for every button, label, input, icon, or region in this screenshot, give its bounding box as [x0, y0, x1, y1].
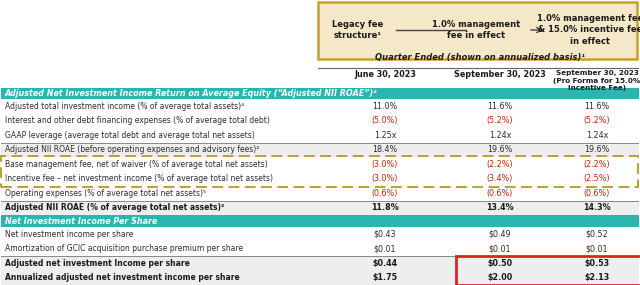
- Bar: [318, 2, 637, 59]
- Text: Interest and other debt financing expenses (% of average total debt): Interest and other debt financing expens…: [5, 116, 270, 125]
- Text: 19.6%: 19.6%: [487, 145, 513, 154]
- Text: (5.2%): (5.2%): [486, 116, 513, 125]
- Text: (5.2%): (5.2%): [584, 116, 611, 125]
- Bar: [1, 216, 639, 227]
- Text: 11.8%: 11.8%: [371, 203, 399, 212]
- Text: (2.5%): (2.5%): [584, 174, 611, 183]
- Text: 11.6%: 11.6%: [488, 102, 513, 111]
- Text: $0.49: $0.49: [489, 230, 511, 239]
- Text: 1.0% management
fee in effect: 1.0% management fee in effect: [432, 20, 520, 40]
- Text: 11.0%: 11.0%: [372, 102, 397, 111]
- Text: $2.00: $2.00: [488, 273, 513, 282]
- Bar: [1, 88, 639, 99]
- Text: $0.44: $0.44: [372, 259, 397, 268]
- Text: $0.53: $0.53: [584, 259, 609, 268]
- Text: Base management fee, net of waiver (% of average total net assets): Base management fee, net of waiver (% of…: [5, 160, 268, 169]
- Text: (0.6%): (0.6%): [487, 189, 513, 198]
- Text: $0.01: $0.01: [489, 244, 511, 253]
- Text: $2.13: $2.13: [584, 273, 610, 282]
- Text: Legacy fee
structure¹: Legacy fee structure¹: [332, 20, 383, 40]
- Text: $0.01: $0.01: [374, 244, 396, 253]
- Text: 1.0% management fee
& 15.0% incentive fee
in effect: 1.0% management fee & 15.0% incentive fe…: [537, 15, 640, 46]
- Text: (3.4%): (3.4%): [487, 174, 513, 183]
- Bar: [1, 270, 639, 285]
- Text: GAAP leverage (average total debt and average total net assets): GAAP leverage (average total debt and av…: [5, 131, 255, 140]
- Text: Adjusted NII ROAE (before operating expenses and advisory fees)²: Adjusted NII ROAE (before operating expe…: [5, 145, 259, 154]
- Text: 1.25x: 1.25x: [374, 131, 396, 140]
- Bar: [456, 256, 640, 285]
- Bar: [1, 142, 639, 157]
- Text: 11.6%: 11.6%: [584, 102, 610, 111]
- Text: $0.50: $0.50: [488, 259, 513, 268]
- Text: Quarter Ended (shown on annualized basis)¹: Quarter Ended (shown on annualized basis…: [375, 53, 585, 62]
- Text: 1.24x: 1.24x: [489, 131, 511, 140]
- Text: $0.52: $0.52: [586, 230, 609, 239]
- Text: (0.6%): (0.6%): [372, 189, 398, 198]
- Text: 13.4%: 13.4%: [486, 203, 514, 212]
- Text: $0.43: $0.43: [374, 230, 396, 239]
- Text: (5.0%): (5.0%): [372, 116, 398, 125]
- Text: Annualized adjusted net investment income per share: Annualized adjusted net investment incom…: [5, 273, 240, 282]
- Text: (2.2%): (2.2%): [486, 160, 513, 169]
- Text: Incentive fee – net investment income (% of average total net assets): Incentive fee – net investment income (%…: [5, 174, 273, 183]
- Text: June 30, 2023: June 30, 2023: [354, 70, 416, 79]
- Text: (2.2%): (2.2%): [584, 160, 611, 169]
- Text: Adjusted NII ROAE (% of average total net assets)²: Adjusted NII ROAE (% of average total ne…: [5, 203, 225, 212]
- Text: Net investment income per share: Net investment income per share: [5, 230, 133, 239]
- Bar: [1, 201, 639, 215]
- Bar: [1, 156, 638, 187]
- Text: Operating expenses (% of average total net assets)⁵: Operating expenses (% of average total n…: [5, 189, 206, 198]
- Text: September 30, 2023: September 30, 2023: [454, 70, 546, 79]
- Text: (3.0%): (3.0%): [372, 174, 398, 183]
- Text: (3.0%): (3.0%): [372, 160, 398, 169]
- Text: $0.01: $0.01: [586, 244, 608, 253]
- Text: Amortization of GCIC acquisition purchase premium per share: Amortization of GCIC acquisition purchas…: [5, 244, 243, 253]
- Text: Adjusted Net Investment Income Return on Average Equity (“Adjusted NII ROAE”)²: Adjusted Net Investment Income Return on…: [5, 89, 378, 98]
- Text: September 30, 2023
(Pro Forma for 15.0%
Incentive Fee): September 30, 2023 (Pro Forma for 15.0% …: [554, 70, 640, 91]
- Text: 19.6%: 19.6%: [584, 145, 610, 154]
- Text: Adjusted net investment Income per share: Adjusted net investment Income per share: [5, 259, 190, 268]
- Bar: [1, 256, 639, 270]
- Text: Net Investment Income Per Share: Net Investment Income Per Share: [5, 217, 157, 226]
- Text: 1.24x: 1.24x: [586, 131, 608, 140]
- Text: 14.3%: 14.3%: [583, 203, 611, 212]
- Text: $1.75: $1.75: [372, 273, 397, 282]
- Text: (0.6%): (0.6%): [584, 189, 610, 198]
- Text: 18.4%: 18.4%: [372, 145, 397, 154]
- Text: Adjusted total investment income (% of average total assets)⁴: Adjusted total investment income (% of a…: [5, 102, 244, 111]
